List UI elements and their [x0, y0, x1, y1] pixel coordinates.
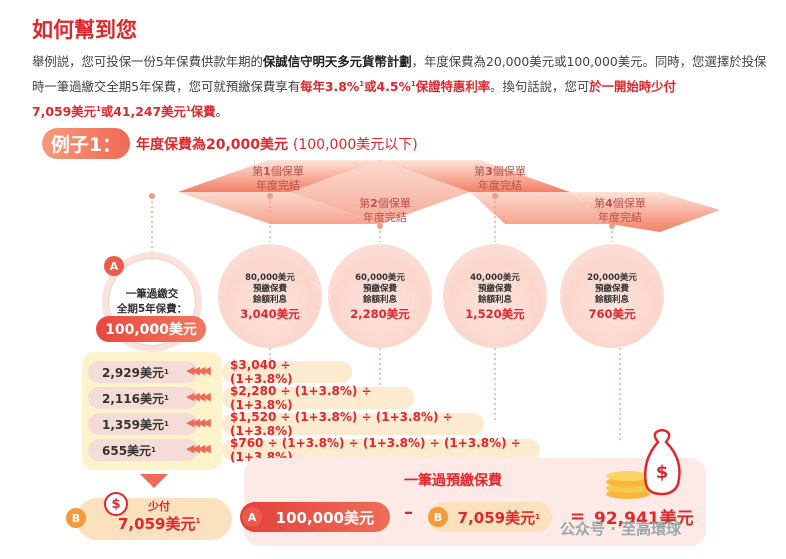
intro-paragraph: 舉例説，您可投保一份5年保費供款年期的保誠信守明天多元貨幣計劃，年度保費為20,… [32, 50, 767, 123]
save-amount-2: 41,247美元1 [113, 104, 191, 120]
arrow-icon: ◀◀◀◀ [186, 416, 211, 429]
save-or: 或 [100, 104, 114, 120]
marker-a: A [104, 256, 124, 276]
banner-year-4: 第4個保單 年度完結 [594, 197, 646, 224]
underpay-amount: 7,059美元1 [118, 515, 201, 533]
total-marker-a: A [242, 507, 262, 527]
banner-year-1: 第1個保單 年度完結 [252, 165, 304, 192]
banner-year-2: 第2個保單 年度完結 [359, 197, 411, 224]
discount-row-3-value: 1,359美元 1 [88, 413, 198, 435]
arrow-icon: ◀◀◀◀ [186, 390, 211, 403]
example-desc: 年度保費為20,000美元 (100,000美元以下) [136, 137, 418, 153]
rate-or: 或 [364, 79, 377, 95]
intro-end: 。 [215, 104, 228, 120]
total-a-amount: 100,000美元 [240, 502, 390, 532]
intro-text-1: 舉例説，您可投保一份5年保費供款年期的 [32, 54, 263, 69]
example-pill: 例子1： [42, 128, 130, 159]
lump-sum-amount: 100,000美元 [96, 316, 206, 342]
total-marker-b: B [428, 507, 448, 527]
intro-text-3: 。換句話說，您可 [490, 79, 590, 95]
page-title: 如何幫到您 [32, 18, 137, 42]
money-bag-icon: $ [606, 428, 681, 499]
discount-row-3-formula: $1,520 ÷ (1+3.8%) ÷ (1+3.8%) ÷ (1+3.8%) [222, 410, 484, 438]
underpay-pill [76, 498, 232, 540]
rate-tail: 保證特惠利率 [415, 79, 491, 95]
underpay-label: 少付 [148, 500, 170, 513]
stage-circle-4: 20,000美元 預繳保費 餘額利息 760美元 [560, 244, 664, 348]
arrow-icon: ◀◀◀◀ [186, 364, 211, 377]
save-head: 於一開始時少付 [589, 79, 676, 95]
marker-b: B [66, 508, 86, 528]
save-tail: 保費 [190, 104, 216, 120]
minus-sign: – [404, 502, 413, 523]
rate-1: 每年3.8%1 [300, 79, 365, 95]
total-title: 一筆過預繳保費 [404, 473, 502, 489]
plan-name: 保誠信守明天多元貨幣計劃 [262, 54, 412, 69]
stage-circle-1: 80,000美元 預繳保費 餘額利息 3,040美元 [218, 244, 322, 348]
banner-year-3: 第3個保單 年度完結 [474, 165, 526, 192]
discount-row-1-value: 2,929美元 1 [88, 361, 198, 383]
dollar-coin-icon: $ [104, 492, 128, 516]
discount-row-4-value: 655美元 1 [88, 439, 198, 461]
down-arrow-icon [140, 474, 168, 488]
intro-text-2: ，年度保費為20,000美元或100,000美元。同時，您選擇於投保時一筆過繳交… [32, 54, 767, 95]
total-result: 92,941美元 [594, 509, 694, 529]
discount-row-1-formula: $3,040 ÷ (1+3.8%) [222, 358, 352, 386]
discount-row-2-value: 2,116美元 1 [88, 387, 198, 409]
svg-text:$: $ [656, 462, 669, 483]
discount-row-2-formula: $2,280 ÷ (1+3.8%) ÷ (1+3.8%) [222, 384, 414, 412]
total-b-amount: 7,059美元 1 [428, 502, 552, 532]
arrow-icon: ◀◀◀◀ [186, 442, 211, 455]
equals-sign: = [570, 506, 586, 527]
watermark: 公众号 · 至高環球 [560, 520, 682, 538]
save-amount-1: 7,059美元1 [32, 104, 101, 120]
stage-circle-2: 60,000美元 預繳保費 餘額利息 2,280美元 [328, 244, 432, 348]
rate-2: 4.5%1 [376, 79, 416, 95]
stage-circle-3: 40,000美元 預繳保費 餘額利息 1,520美元 [443, 244, 547, 348]
